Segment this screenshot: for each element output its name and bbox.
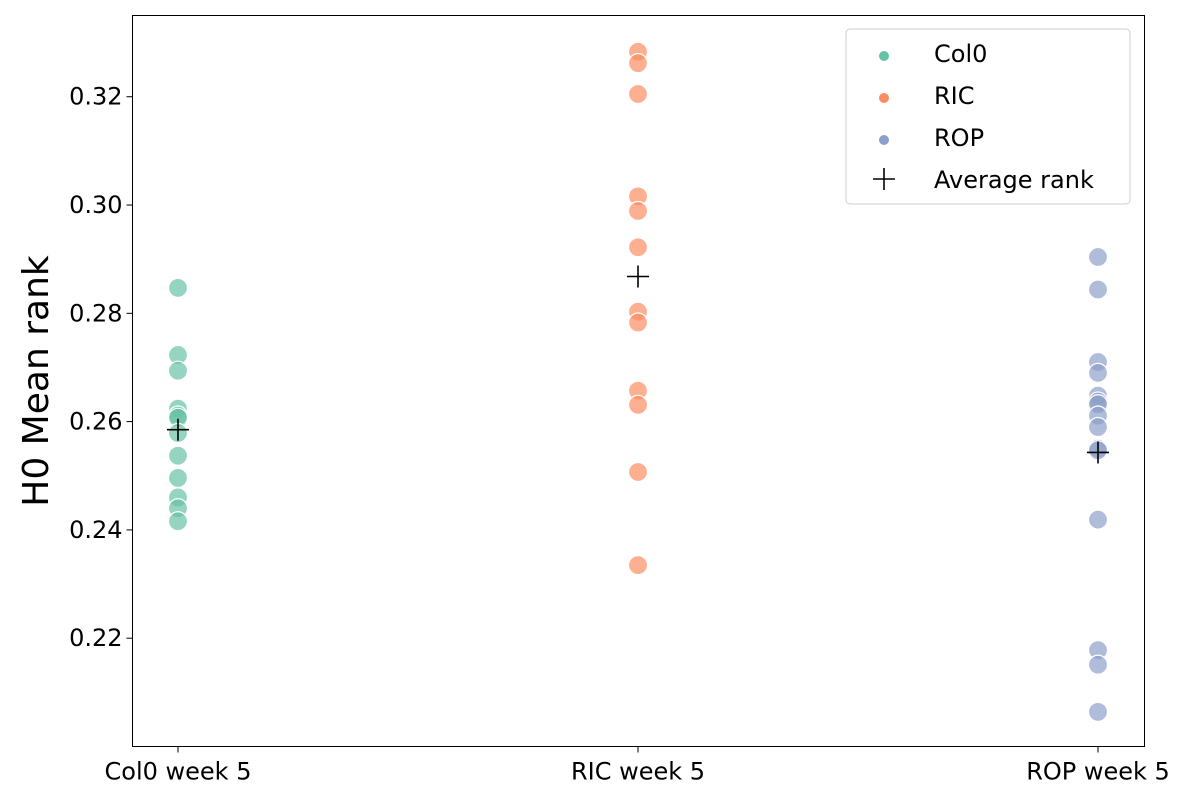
legend-box	[845, 28, 1131, 205]
y-axis: 0.22 0.24 0.26 0.28 0.30 0.32	[69, 83, 133, 652]
average-rank-marker	[1087, 441, 1109, 464]
y-tick-label: 0.22	[69, 624, 122, 652]
data-point-ric	[627, 312, 649, 333]
data-point-rop	[1087, 654, 1109, 675]
data-points	[167, 41, 1109, 722]
legend-label: RIC	[934, 82, 975, 110]
data-point-rop	[1087, 246, 1109, 268]
average-rank-marker	[167, 418, 189, 441]
legend-label: Col0	[934, 40, 987, 68]
x-tick-label: RIC week 5	[571, 758, 705, 786]
data-point-col0	[167, 360, 189, 381]
legend-marker-rop	[879, 135, 889, 145]
legend-label: ROP	[934, 124, 984, 152]
x-axis: Col0 week 5 RIC week 5 ROP week 5	[105, 746, 1170, 786]
data-point-col0	[167, 277, 189, 298]
y-tick-label: 0.32	[69, 83, 122, 111]
legend-marker-col0	[879, 51, 889, 61]
y-tick-label: 0.24	[69, 516, 122, 544]
data-point-ric	[627, 83, 649, 105]
x-tick-label: Col0 week 5	[105, 758, 252, 786]
data-point-rop	[1087, 416, 1109, 438]
legend: Col0 RIC ROP Average rank	[845, 28, 1131, 205]
data-point-rop	[1087, 362, 1109, 383]
data-point-ric	[627, 555, 649, 576]
x-tick-label: ROP week 5	[1026, 758, 1170, 786]
data-point-rop	[1087, 701, 1109, 722]
data-point-ric	[627, 461, 649, 483]
data-point-col0	[167, 511, 189, 532]
average-rank-markers	[167, 265, 1109, 464]
legend-marker-average-rank	[873, 168, 895, 190]
legend-label: Average rank	[934, 166, 1094, 194]
data-point-col0	[167, 467, 189, 489]
data-point-col0	[167, 445, 189, 466]
data-point-ric	[627, 53, 649, 74]
y-axis-title: H0 Mean rank	[16, 255, 57, 507]
legend-marker-ric	[879, 93, 889, 103]
data-point-ric	[627, 237, 649, 258]
y-tick-label: 0.30	[69, 191, 122, 219]
data-point-ric	[627, 200, 649, 222]
data-point-rop	[1087, 509, 1109, 530]
average-rank-marker	[627, 265, 649, 288]
data-point-ric	[627, 394, 649, 415]
data-point-rop	[1087, 279, 1109, 300]
y-tick-label: 0.26	[69, 408, 122, 436]
y-tick-label: 0.28	[69, 299, 122, 327]
